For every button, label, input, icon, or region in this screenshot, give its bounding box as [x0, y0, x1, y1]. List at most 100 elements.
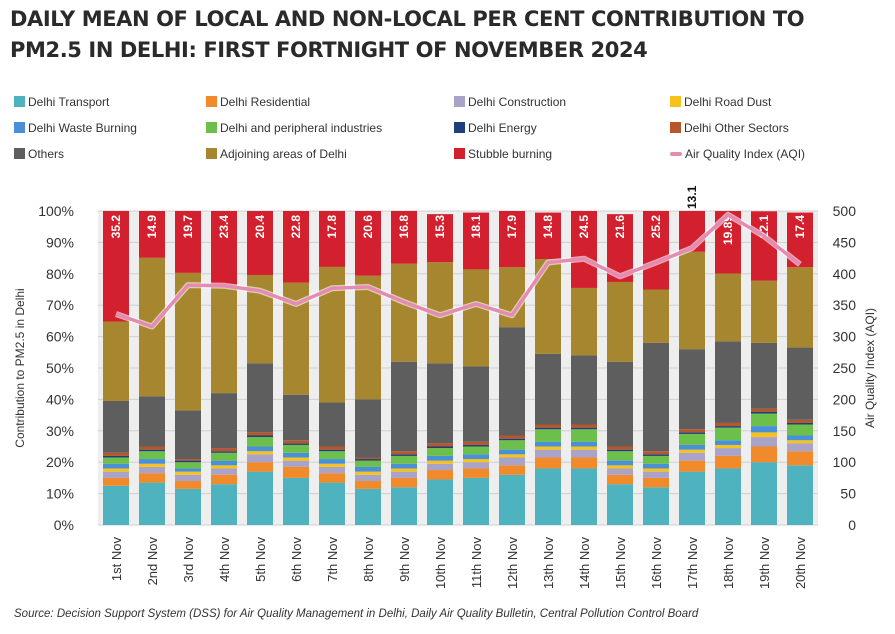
bar-segment: [679, 251, 705, 350]
bar-segment: [175, 474, 201, 482]
bar-segment: [427, 448, 453, 456]
x-tick-label: 16th Nov: [649, 537, 664, 590]
legend-item: Delhi Waste Burning: [14, 120, 137, 136]
legend-swatch: [670, 122, 681, 133]
stubble-data-label: 35.2: [109, 215, 123, 239]
bar-segment: [247, 363, 273, 433]
bar-segment: [535, 449, 561, 458]
bar-segment: [391, 463, 417, 469]
bar-segment: [103, 457, 129, 464]
bar-segment: [211, 451, 237, 453]
legend-label: Adjoining areas of Delhi: [220, 147, 347, 161]
bar-segment: [499, 440, 525, 450]
bar-segment: [283, 477, 309, 525]
bar-segment: [355, 457, 381, 460]
legend-label: Delhi Energy: [468, 121, 537, 135]
y-right-tick-label: 400: [833, 266, 857, 282]
bar-segment: [679, 471, 705, 525]
bar-segment: [391, 477, 417, 488]
y-tick-label: 50%: [46, 360, 74, 376]
legend-swatch: [206, 148, 217, 159]
legend-label: Delhi Road Dust: [684, 95, 772, 109]
bar-segment: [211, 468, 237, 475]
bar-segment: [103, 452, 129, 456]
legend-item: Others: [14, 146, 64, 162]
bar-segment: [175, 211, 201, 273]
bar-segment: [103, 471, 129, 478]
bar-segment: [247, 211, 273, 276]
legend-swatch: [206, 122, 217, 133]
bar-segment: [715, 455, 741, 469]
legend-label: Stubble burning: [468, 147, 553, 161]
bar-segment: [427, 446, 453, 449]
legend-swatch: [14, 122, 25, 133]
bar-segment: [643, 471, 669, 478]
stubble-data-label: 22.8: [289, 215, 303, 239]
bar-segment: [715, 440, 741, 445]
y-tick-label: 80%: [46, 266, 74, 282]
bar-segment: [355, 466, 381, 472]
legend-item: Delhi Road Dust: [670, 94, 771, 110]
stubble-data-label: 17.8: [325, 215, 339, 239]
bar-segment: [607, 451, 633, 461]
bar-segment: [571, 449, 597, 458]
bar-segment: [391, 487, 417, 525]
bar-segment: [751, 342, 777, 409]
bar-segment: [211, 460, 237, 466]
legend-item: Delhi Energy: [454, 120, 537, 136]
bar-segment: [571, 424, 597, 428]
bar-segment: [499, 474, 525, 525]
bar-segment: [643, 463, 669, 469]
bar-segment: [391, 455, 417, 464]
bar-segment: [211, 474, 237, 485]
bar-segment: [103, 468, 129, 472]
bar-segment: [607, 465, 633, 469]
bar-segment: [355, 488, 381, 525]
bar-segment: [715, 468, 741, 525]
legend-item: Delhi Residential: [206, 94, 310, 110]
bar-segment: [607, 468, 633, 475]
y-right-tick-label: 300: [833, 329, 857, 345]
bar-segment: [211, 452, 237, 461]
chart-svg: 0% 10% 20% 30% 40% 50% 60% 70% 80% 90% 100% 0 50 100 1…: [13, 185, 877, 590]
bar-segment: [103, 211, 129, 322]
bar-segment: [283, 440, 309, 444]
bar-segment: [679, 444, 705, 450]
bar-segment: [679, 349, 705, 430]
bar-segment: [535, 457, 561, 469]
stubble-data-label: 18.1: [469, 215, 483, 239]
stubble-data-label: 16.8: [397, 215, 411, 239]
bar-segment: [103, 455, 129, 458]
x-tick-label: 1st Nov: [109, 537, 124, 582]
x-tick-label: 11th Nov: [469, 537, 484, 589]
bar-segment: [463, 454, 489, 460]
bar-segment: [535, 446, 561, 450]
bar-segment: [499, 465, 525, 475]
bar-segment: [643, 454, 669, 456]
legend-swatch: [670, 96, 681, 107]
bar-segment: [715, 448, 741, 456]
bar-segment: [463, 459, 489, 463]
bar-segment: [247, 454, 273, 463]
bars: [103, 211, 813, 525]
y-tick-label: 90%: [46, 234, 74, 250]
bar-segment: [571, 468, 597, 525]
bar-segment: [679, 460, 705, 472]
bar-segment: [571, 427, 597, 430]
bar-segment: [751, 426, 777, 433]
bar-segment: [499, 449, 525, 455]
bar-segment: [679, 449, 705, 453]
y-right-tick-label: 0: [848, 517, 856, 533]
bar-segment: [211, 465, 237, 469]
y-right-tick-label: 450: [833, 234, 857, 250]
bar-segment: [175, 462, 201, 469]
bar-segment: [391, 454, 417, 456]
legend-label: Delhi Transport: [28, 95, 110, 109]
bar-segment: [643, 468, 669, 472]
bar-segment: [463, 468, 489, 478]
bar-segment: [787, 435, 813, 441]
bar-segment: [175, 459, 201, 461]
bar-segment: [715, 427, 741, 441]
y-right-tick-label: 100: [833, 454, 857, 470]
bar-segment: [643, 342, 669, 452]
